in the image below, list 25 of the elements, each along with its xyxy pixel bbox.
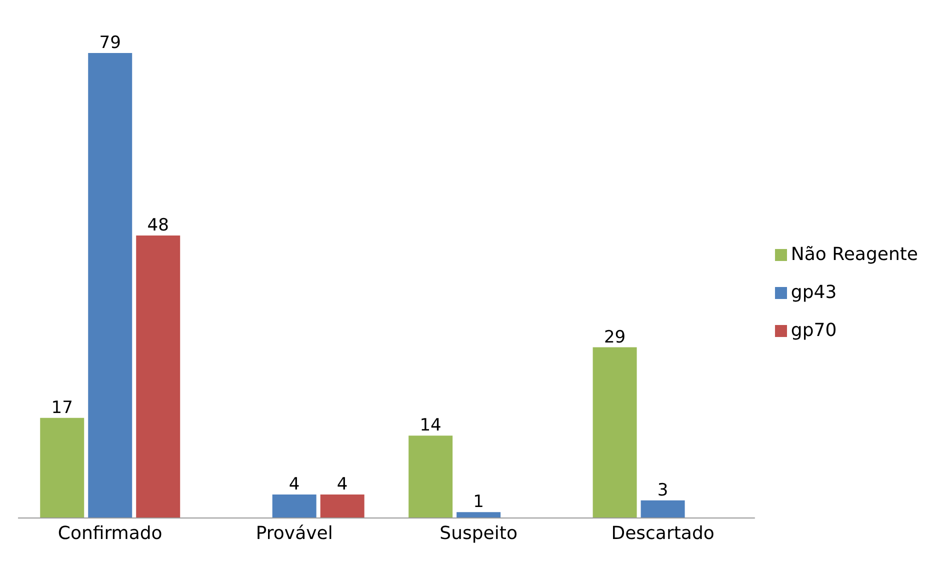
data-label: 4: [336, 474, 348, 494]
x-tick-label: Suspeito: [440, 522, 518, 544]
bar: [640, 500, 685, 518]
data-label: 1: [473, 492, 484, 512]
x-tick-label: Descartado: [611, 522, 714, 544]
data-label: 17: [51, 398, 73, 418]
bar: [456, 512, 501, 518]
bar: [40, 418, 84, 518]
data-label: 29: [604, 327, 626, 348]
bar: [88, 53, 132, 518]
bar: [320, 494, 364, 518]
bar: [136, 235, 180, 518]
data-label: 48: [147, 215, 169, 236]
bar: [272, 494, 316, 518]
bar: [592, 347, 637, 518]
data-label: 14: [420, 416, 442, 436]
legend-label: Não Reagente: [790, 244, 918, 265]
legend-label: gp43: [790, 282, 837, 303]
data-label: 4: [288, 474, 300, 494]
bar: [408, 436, 453, 518]
data-label: 3: [657, 480, 668, 500]
data-label: 79: [99, 33, 121, 53]
x-tick-label: Confirmado: [58, 522, 162, 544]
legend-label: gp70: [790, 320, 837, 341]
x-tick-label: Provável: [256, 522, 333, 544]
